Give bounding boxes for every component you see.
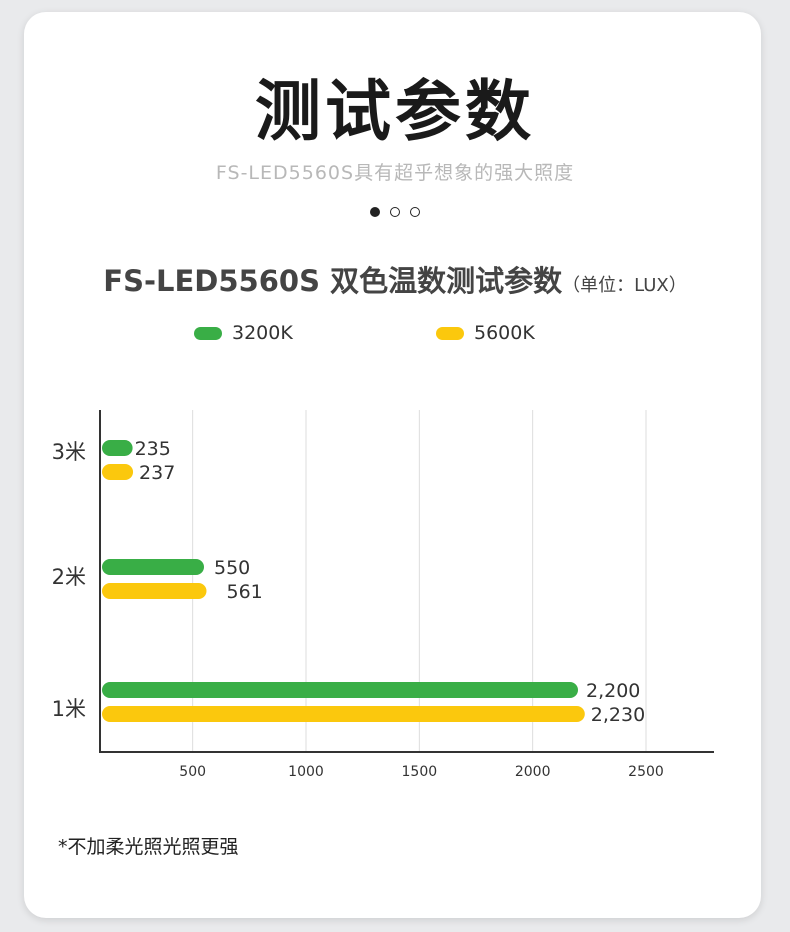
legend-label-3200k: 3200K	[232, 322, 293, 344]
data-label: 2,230	[591, 704, 645, 726]
data-label: 561	[226, 581, 262, 603]
data-label: 550	[214, 557, 250, 579]
chart-title: FS-LED5560S 双色温数测试参数	[103, 264, 563, 298]
chart-unit-label: （单位：LUX）	[562, 275, 687, 296]
x-tick-label-500: 500	[179, 764, 206, 780]
data-label: 237	[139, 462, 175, 484]
pagination-dot-3[interactable]	[410, 207, 420, 217]
bar-5600K-3米	[102, 464, 134, 480]
bar-3200K-3米	[102, 440, 133, 456]
bar-3200K-2米	[102, 559, 204, 575]
bar-5600K-2米	[102, 583, 207, 599]
y-category-label: 3米	[52, 440, 86, 464]
x-tick-label-2500: 2500	[628, 764, 664, 780]
footnote: *不加柔光照光照更强	[58, 836, 239, 858]
bar-3200K-1米	[102, 682, 578, 698]
pagination-dots	[0, 207, 790, 217]
pagination-dot-2[interactable]	[390, 207, 400, 217]
legend-label-5600k: 5600K	[474, 322, 535, 344]
y-category-label: 2米	[52, 565, 86, 589]
legend-swatch-5600k	[436, 327, 464, 340]
bar-5600K-1米	[102, 706, 585, 722]
chart-heading: FS-LED5560S 双色温数测试参数（单位：LUX）	[0, 258, 790, 300]
page-subtitle: FS-LED5560S具有超乎想象的强大照度	[215, 162, 575, 184]
page-title: 测试参数	[255, 73, 535, 150]
x-tick-label-1500: 1500	[402, 764, 438, 780]
card	[24, 12, 761, 918]
pagination-dot-1[interactable]	[370, 207, 380, 217]
y-category-label: 1米	[52, 697, 86, 721]
data-label: 2,200	[586, 680, 640, 702]
legend-swatch-3200k	[194, 327, 222, 340]
x-tick-label-1000: 1000	[288, 764, 324, 780]
data-label: 235	[135, 438, 171, 460]
x-tick-label-2000: 2000	[515, 764, 551, 780]
